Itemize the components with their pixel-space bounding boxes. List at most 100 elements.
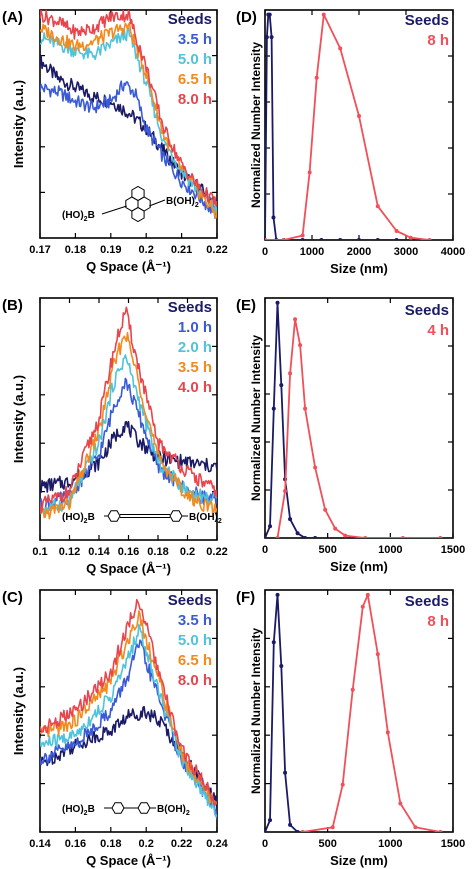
series-group xyxy=(265,12,432,240)
legend-entry: 3.5 h xyxy=(178,359,212,376)
data-point xyxy=(283,488,288,493)
data-point xyxy=(398,801,403,806)
data-point xyxy=(275,300,280,305)
data-point xyxy=(288,371,293,376)
panel-d: 0 1000 2000 3000 4000 Size (nm) Normalized Num… xyxy=(236,9,465,276)
molecule-right-group: B(OH)2 xyxy=(189,512,222,525)
legend-entry: Seeds xyxy=(168,11,212,28)
y-axis-label: Normalized Number Intensity xyxy=(249,335,263,501)
series-group xyxy=(265,592,443,832)
x-tick-label: 0.19 xyxy=(100,244,121,256)
data-point xyxy=(360,604,365,609)
x-tick-label: 2000 xyxy=(347,246,371,258)
x-axis-label: Size (nm) xyxy=(330,853,388,868)
data-point xyxy=(300,830,305,832)
y-axis-label: Normalized Number Intensity xyxy=(249,628,263,794)
data-point xyxy=(363,536,368,538)
x-tick-label: 0.16 xyxy=(65,838,86,850)
data-point xyxy=(375,204,380,209)
data-point xyxy=(323,507,328,512)
panel-letter: (D) xyxy=(236,9,257,26)
panel-a: 0.17 0.18 0.19 0.2 0.21 0.22 Q Space (Å⁻¹) Inte… xyxy=(2,9,228,274)
data-point xyxy=(313,536,318,538)
series-line-4-h xyxy=(276,318,441,538)
data-point xyxy=(275,592,280,597)
benzene-ring xyxy=(111,802,125,814)
x-tick-label: 0.22 xyxy=(206,244,227,256)
data-point xyxy=(303,536,308,538)
series-line-6-5-h xyxy=(40,610,217,805)
data-point xyxy=(279,663,284,668)
data-point xyxy=(313,465,318,470)
legend-entry: 3.5 h xyxy=(178,31,212,48)
data-point xyxy=(375,652,380,657)
x-tick-label: 0.17 xyxy=(29,244,50,256)
data-point xyxy=(268,524,273,529)
legend-entry: 5.0 h xyxy=(178,51,212,68)
y-axis-label: Intensity (a.u.) xyxy=(11,667,26,755)
data-point xyxy=(268,818,273,823)
data-point xyxy=(275,536,280,538)
x-tick-label: 0.2 xyxy=(139,244,154,256)
x-tick-label: 0 xyxy=(262,544,268,556)
data-point xyxy=(283,770,288,775)
x-tick-label: 0.24 xyxy=(206,838,228,850)
data-point xyxy=(265,238,267,240)
data-point xyxy=(394,228,399,233)
legend-entry: 3.5 h xyxy=(178,612,212,629)
legend-entry: 2.0 h xyxy=(178,339,212,356)
data-point xyxy=(400,536,405,538)
molecule-structure: (HO)2B B(OH)2 xyxy=(62,802,190,817)
series-line-5-0-h xyxy=(40,623,217,818)
series-line-4-0-h xyxy=(40,306,217,514)
x-tick-label: 0.14 xyxy=(29,838,51,850)
bond xyxy=(101,205,127,215)
series-group xyxy=(40,598,217,820)
panel-letter: (C) xyxy=(2,589,23,606)
legend-entry: 6.5 h xyxy=(178,71,212,88)
x-tick-label: 3000 xyxy=(394,246,418,258)
x-tick-label: 0.21 xyxy=(171,244,192,256)
data-point xyxy=(427,238,432,240)
data-point xyxy=(307,170,312,175)
series-line-8-h xyxy=(265,13,430,240)
x-tick-label: 0 xyxy=(262,246,268,258)
data-point xyxy=(295,531,300,536)
data-point xyxy=(293,317,298,322)
plot-frame xyxy=(39,589,218,833)
data-point xyxy=(303,406,308,411)
legend-entry: Seeds xyxy=(168,592,212,609)
molecule-left-group: (HO)2B xyxy=(62,512,95,525)
panel-b: 0.1 0.12 0.14 0.16 0.18 0.2 0.22 Q Space (Å⁻¹) I… xyxy=(2,297,228,576)
data-point xyxy=(300,238,305,240)
data-point xyxy=(279,383,284,388)
data-point xyxy=(340,782,345,787)
series-line-Seeds xyxy=(265,13,416,240)
data-point xyxy=(300,233,305,238)
legend-entry: 6.5 h xyxy=(178,652,212,669)
x-tick-label: 0.18 xyxy=(147,546,168,558)
y-axis-label: Normalized Number Intensity xyxy=(249,42,263,208)
legend-entry: 8 h xyxy=(427,613,449,630)
x-tick-label: 0.18 xyxy=(100,838,121,850)
data-point xyxy=(271,215,276,220)
data-point xyxy=(288,822,293,827)
benzene-ring xyxy=(137,802,151,814)
x-tick-label: 0.12 xyxy=(59,546,80,558)
data-point xyxy=(314,75,319,80)
x-tick-label: 1000 xyxy=(378,838,402,850)
legend-entry: Seeds xyxy=(405,593,449,610)
series-line-3-5-h xyxy=(40,80,217,219)
series-line-3-5-h xyxy=(40,639,217,820)
molecule-left-group: (HO)2B xyxy=(62,210,95,223)
series-line-Seeds xyxy=(265,593,299,832)
data-point xyxy=(330,825,335,830)
molecule-right-group: B(OH)2 xyxy=(157,804,190,817)
series-group xyxy=(265,300,443,538)
panel-letter: (B) xyxy=(2,297,23,314)
x-axis-label: Size (nm) xyxy=(330,559,388,574)
data-point xyxy=(281,238,286,240)
data-point xyxy=(343,533,348,538)
molecule-right-group: B(OH)2 xyxy=(166,196,199,209)
